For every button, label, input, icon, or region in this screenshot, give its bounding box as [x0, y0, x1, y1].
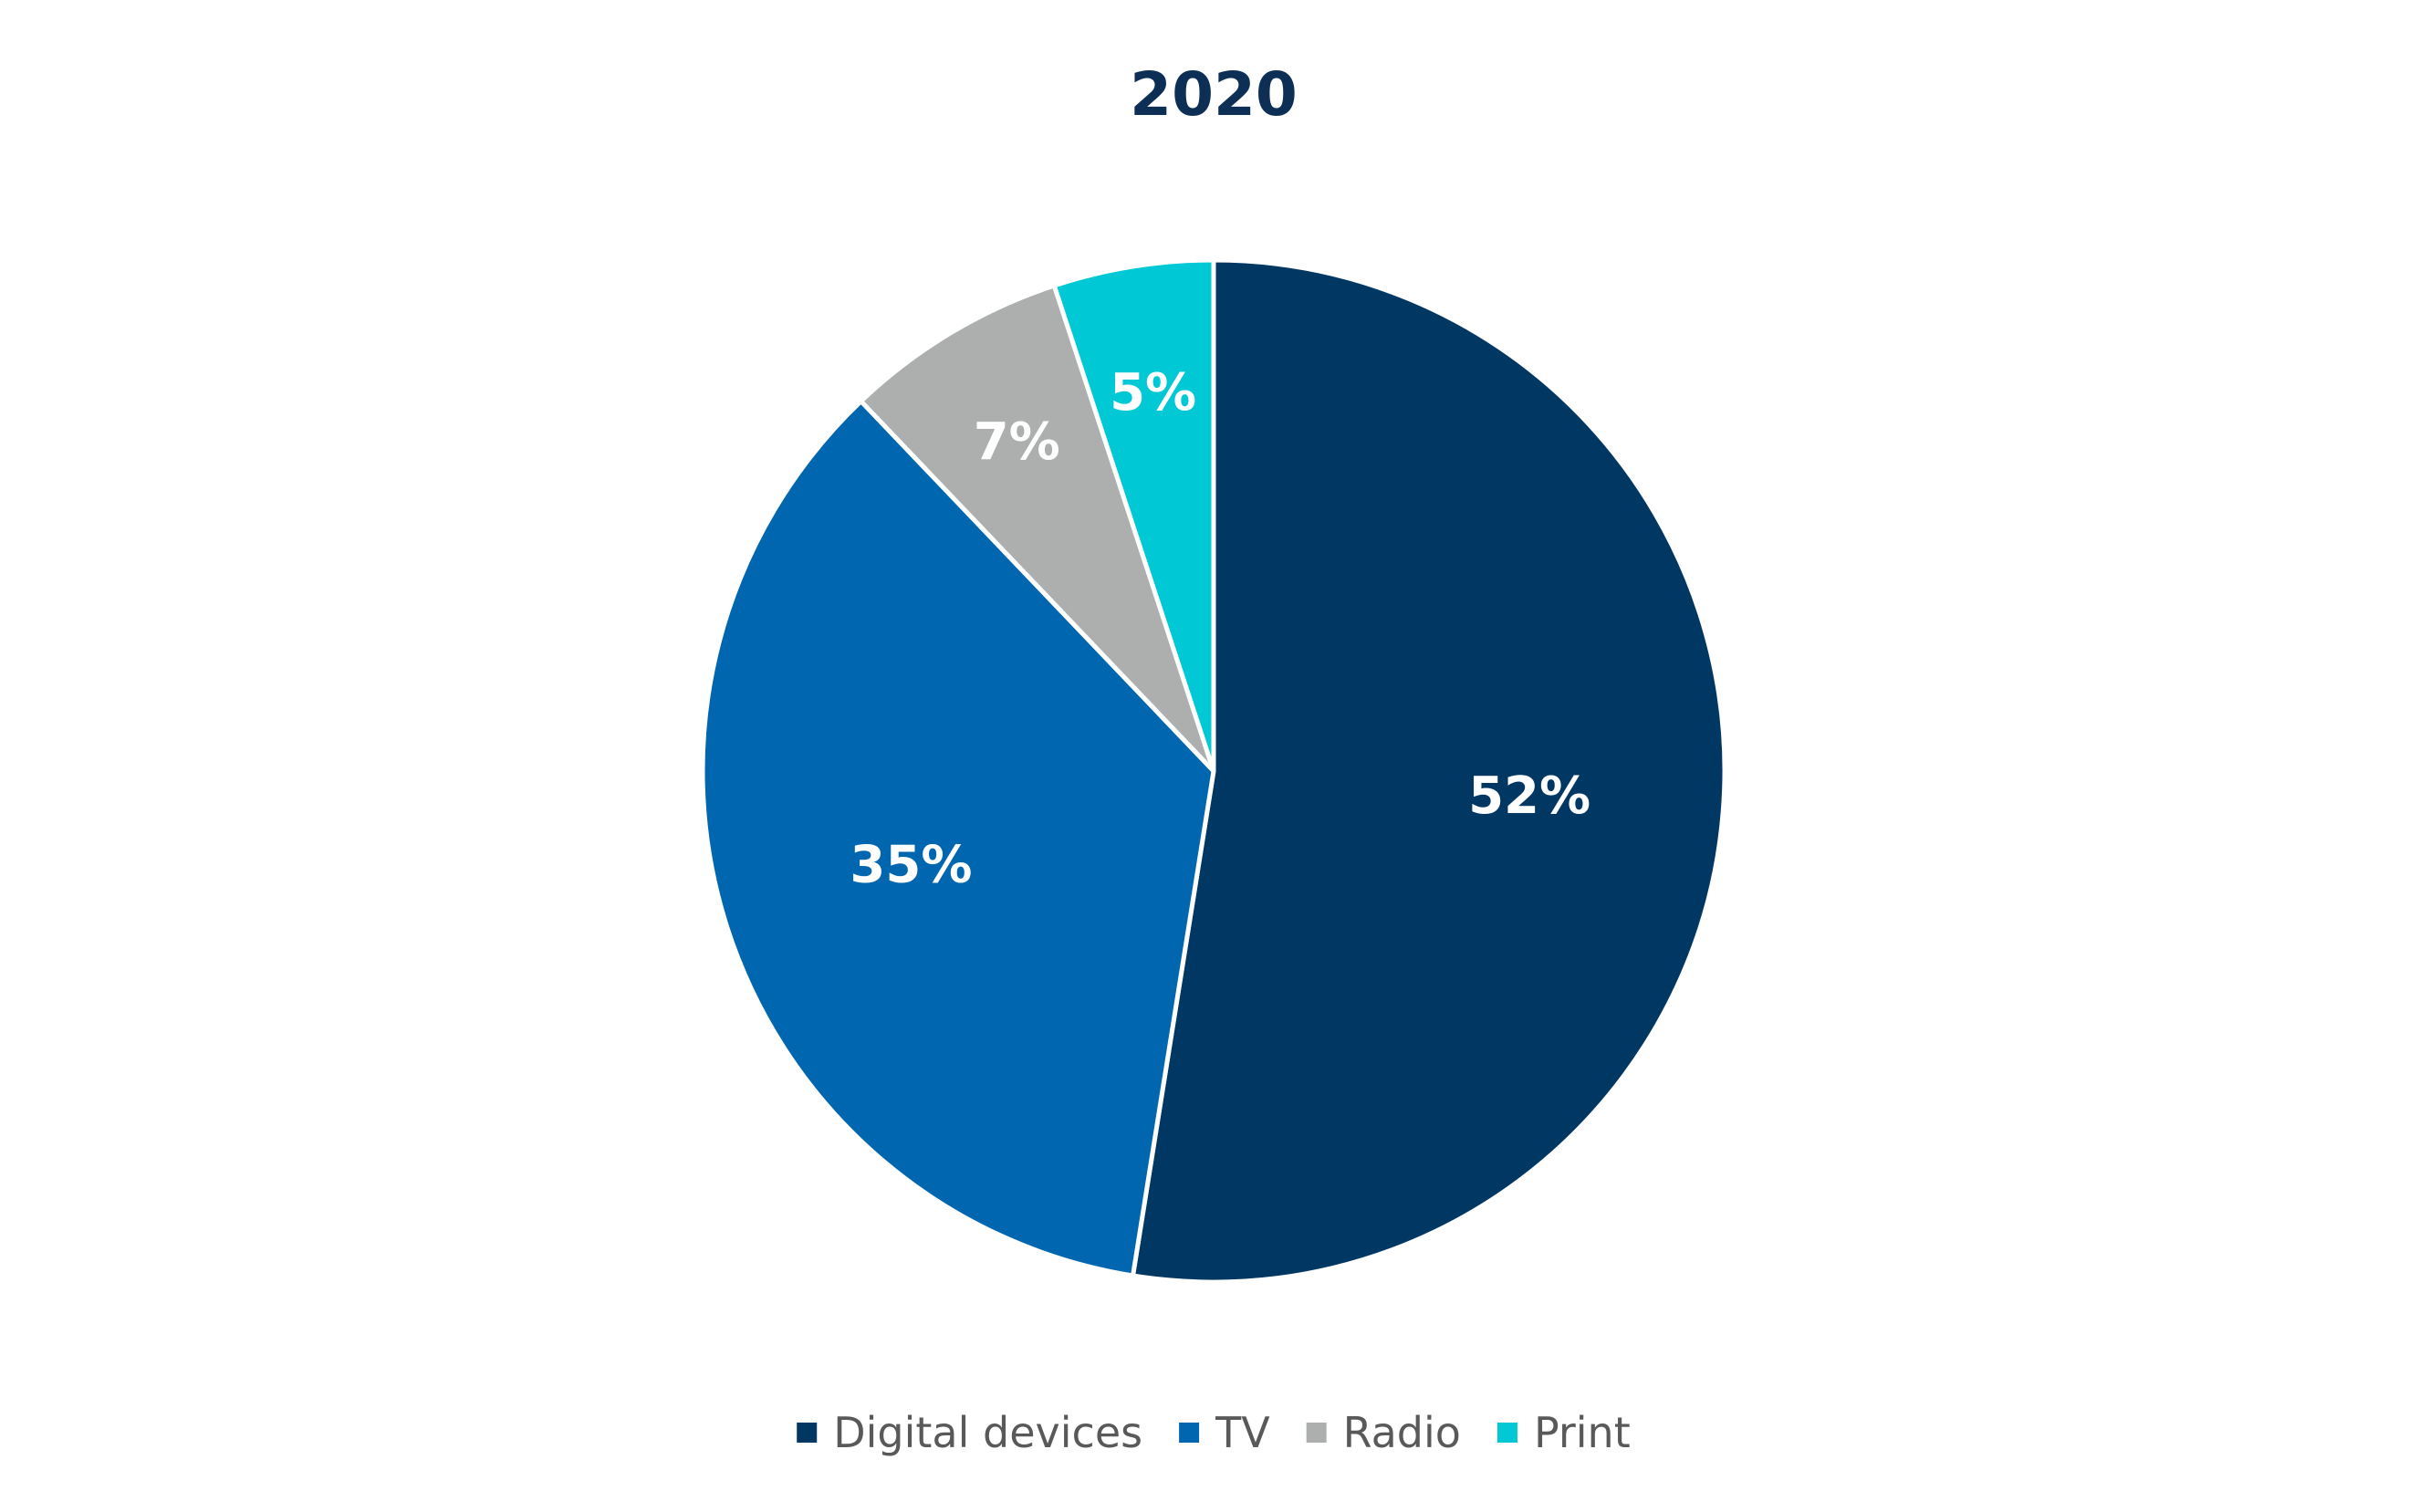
chart-title: 2020 [1130, 59, 1298, 130]
pie-slices [700, 257, 1727, 1285]
legend-swatch-digital-devices [797, 1423, 818, 1443]
legend-swatch-tv [1179, 1423, 1200, 1443]
pie-slice-digital-devices [1131, 257, 1727, 1285]
legend-item-radio: Radio [1306, 1408, 1461, 1457]
legend-label-digital-devices: Digital devices [833, 1408, 1142, 1457]
pie-slice-print [1051, 257, 1216, 774]
slice-label-digital-devices: 52% [1468, 766, 1590, 826]
slice-labels: 52% 35% 7% 5% [850, 363, 1590, 895]
legend-item-digital-devices: Digital devices [797, 1408, 1142, 1457]
legend-item-print: Print [1496, 1408, 1631, 1457]
slice-label-print: 5% [1110, 363, 1196, 422]
pie-slice-radio [859, 283, 1216, 774]
legend-swatch-print [1496, 1423, 1517, 1443]
slice-label-radio: 7% [974, 412, 1060, 472]
slice-label-tv: 35% [850, 836, 972, 895]
legend-swatch-radio [1306, 1423, 1327, 1443]
legend-label-radio: Radio [1343, 1408, 1461, 1457]
legend-label-print: Print [1534, 1408, 1631, 1457]
legend-item-tv: TV [1179, 1408, 1270, 1457]
legend: Digital devices TV Radio Print [797, 1408, 1631, 1457]
legend-label-tv: TV [1215, 1408, 1270, 1457]
pie-slice-tv [700, 399, 1216, 1278]
